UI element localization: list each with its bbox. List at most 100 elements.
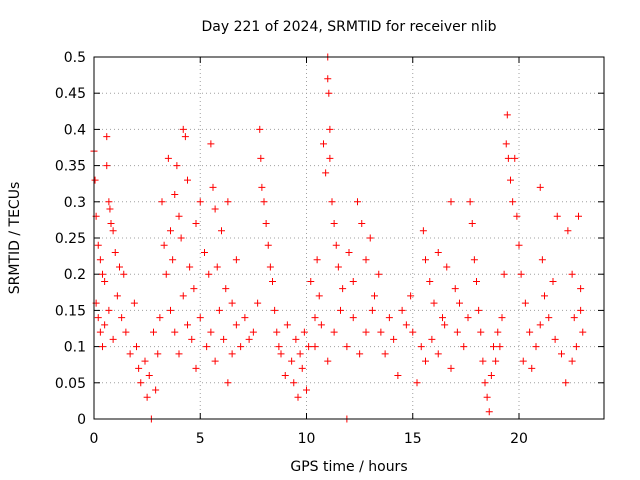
data-point bbox=[297, 350, 304, 357]
data-point bbox=[504, 111, 511, 118]
data-point bbox=[488, 372, 495, 379]
data-point bbox=[229, 300, 236, 307]
data-point bbox=[261, 198, 268, 205]
data-point bbox=[499, 314, 506, 321]
data-point bbox=[182, 133, 189, 140]
data-point bbox=[439, 314, 446, 321]
data-point bbox=[246, 336, 253, 343]
data-point bbox=[477, 329, 484, 336]
data-point bbox=[186, 263, 193, 270]
y-tick-label: 0.4 bbox=[64, 122, 86, 138]
x-tick-label: 5 bbox=[196, 431, 205, 447]
data-point bbox=[233, 256, 240, 263]
data-point bbox=[184, 321, 191, 328]
data-point bbox=[169, 256, 176, 263]
data-point bbox=[363, 329, 370, 336]
data-point bbox=[216, 307, 223, 314]
data-point bbox=[377, 329, 384, 336]
data-point bbox=[288, 358, 295, 365]
data-point bbox=[163, 271, 170, 278]
data-point bbox=[278, 350, 285, 357]
data-point bbox=[571, 314, 578, 321]
data-point bbox=[212, 358, 219, 365]
data-point bbox=[346, 249, 353, 256]
data-point bbox=[443, 263, 450, 270]
data-point bbox=[250, 329, 257, 336]
data-point bbox=[326, 155, 333, 162]
data-point bbox=[290, 379, 297, 386]
data-point bbox=[197, 198, 204, 205]
y-tick-label: 0.25 bbox=[55, 231, 86, 247]
data-point bbox=[492, 358, 499, 365]
data-point bbox=[122, 329, 129, 336]
data-point bbox=[369, 307, 376, 314]
data-point bbox=[303, 387, 310, 394]
data-point bbox=[314, 256, 321, 263]
y-tick-label: 0.2 bbox=[64, 267, 86, 283]
data-point bbox=[108, 220, 115, 227]
data-point bbox=[171, 329, 178, 336]
data-point bbox=[171, 191, 178, 198]
data-point bbox=[526, 329, 533, 336]
data-point bbox=[486, 408, 493, 415]
data-point bbox=[537, 321, 544, 328]
data-point bbox=[569, 358, 576, 365]
data-point bbox=[335, 263, 342, 270]
data-point bbox=[271, 307, 278, 314]
data-point bbox=[176, 213, 183, 220]
data-point bbox=[137, 379, 144, 386]
y-tick-label: 0.05 bbox=[55, 376, 86, 392]
data-point bbox=[135, 365, 142, 372]
data-point bbox=[110, 227, 117, 234]
data-point bbox=[575, 213, 582, 220]
data-point bbox=[312, 343, 319, 350]
data-point bbox=[275, 343, 282, 350]
data-point bbox=[224, 379, 231, 386]
data-point bbox=[127, 350, 134, 357]
data-point bbox=[295, 394, 302, 401]
data-point bbox=[156, 314, 163, 321]
data-point bbox=[390, 336, 397, 343]
data-point bbox=[420, 227, 427, 234]
data-point bbox=[325, 90, 332, 97]
data-point bbox=[354, 198, 361, 205]
data-point bbox=[550, 278, 557, 285]
data-point bbox=[431, 300, 438, 307]
data-point bbox=[428, 336, 435, 343]
data-point bbox=[537, 184, 544, 191]
data-point bbox=[386, 314, 393, 321]
data-point bbox=[539, 256, 546, 263]
data-point bbox=[103, 162, 110, 169]
data-point bbox=[159, 198, 166, 205]
data-point bbox=[465, 314, 472, 321]
data-point bbox=[101, 321, 108, 328]
data-point bbox=[263, 220, 270, 227]
data-point bbox=[106, 206, 113, 213]
data-point bbox=[399, 307, 406, 314]
data-point bbox=[97, 256, 104, 263]
data-point bbox=[473, 278, 480, 285]
data-point bbox=[350, 278, 357, 285]
data-point bbox=[554, 213, 561, 220]
y-tick-label: 0 bbox=[77, 412, 86, 428]
data-point bbox=[541, 292, 548, 299]
data-point bbox=[403, 321, 410, 328]
data-point bbox=[482, 379, 489, 386]
data-point bbox=[207, 329, 214, 336]
data-point bbox=[441, 321, 448, 328]
data-point bbox=[409, 329, 416, 336]
data-point bbox=[193, 365, 200, 372]
data-point bbox=[222, 285, 229, 292]
data-point bbox=[99, 343, 106, 350]
data-point bbox=[212, 206, 219, 213]
data-point bbox=[371, 292, 378, 299]
data-point bbox=[284, 321, 291, 328]
data-point bbox=[265, 242, 272, 249]
x-tick-label: 10 bbox=[298, 431, 316, 447]
data-point bbox=[448, 365, 455, 372]
y-axis-label: SRMTID / TECUs bbox=[7, 182, 23, 295]
data-point bbox=[318, 321, 325, 328]
data-point bbox=[233, 321, 240, 328]
data-point bbox=[507, 177, 514, 184]
